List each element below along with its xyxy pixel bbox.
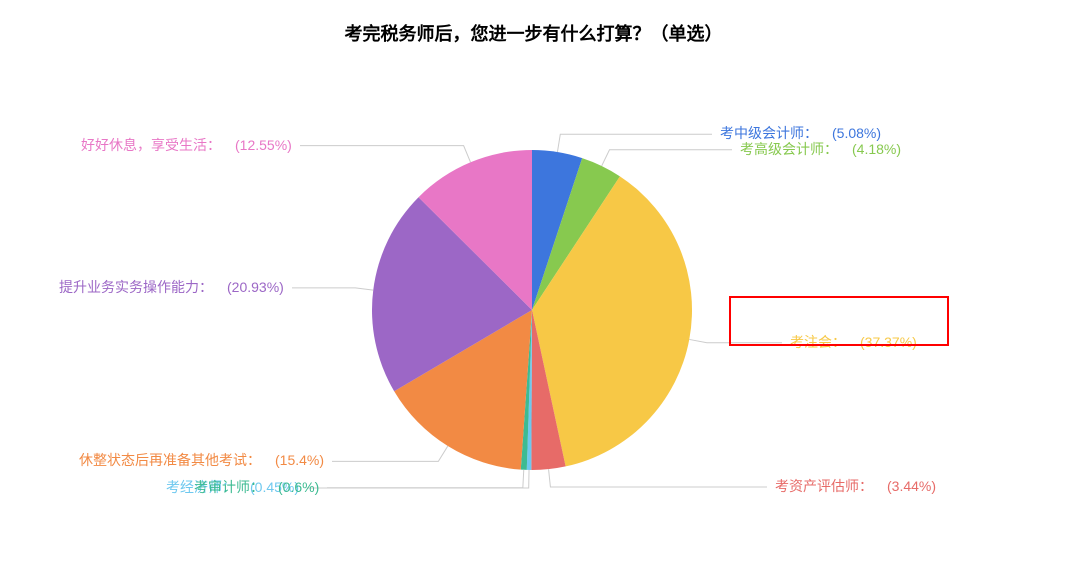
leader-line bbox=[327, 470, 524, 488]
leader-line bbox=[300, 146, 471, 163]
slice-label-percent: (3.44%) bbox=[887, 478, 936, 494]
slice-label-percent: (15.4%) bbox=[275, 452, 324, 468]
slice-label-percent: (12.55%) bbox=[235, 137, 292, 153]
slice-label: 考高级会计师： (4.18%) bbox=[740, 142, 901, 156]
slice-label-name: 考审计师： bbox=[194, 479, 264, 495]
slice-label: 提升业务实务操作能力： (20.93%) bbox=[59, 280, 284, 294]
slice-label-name: 考中级会计师： bbox=[720, 125, 818, 141]
leader-line bbox=[549, 469, 767, 487]
leader-line bbox=[602, 150, 732, 166]
slice-label: 休整状态后再准备其他考试： (15.4%) bbox=[79, 453, 324, 467]
slice-label-name: 休整状态后再准备其他考试： bbox=[79, 452, 261, 468]
slice-label: 考中级会计师： (5.08%) bbox=[720, 126, 881, 140]
slice-label-name: 提升业务实务操作能力： bbox=[59, 279, 213, 295]
slice-label: 考审计师： (0.6%) bbox=[194, 480, 319, 494]
highlight-box bbox=[729, 296, 949, 346]
slice-label-name: 考资产评估师： bbox=[775, 478, 873, 494]
slice-label: 考资产评估师： (3.44%) bbox=[775, 479, 936, 493]
leader-line bbox=[307, 470, 529, 488]
leader-line bbox=[292, 288, 373, 290]
slice-label-percent: (5.08%) bbox=[832, 125, 881, 141]
slice-label: 好好休息，享受生活： (12.55%) bbox=[81, 138, 292, 152]
slice-label-percent: (0.6%) bbox=[278, 479, 319, 495]
slice-label-percent: (4.18%) bbox=[852, 141, 901, 157]
slice-label-name: 好好休息，享受生活： bbox=[81, 137, 221, 153]
leader-line bbox=[332, 446, 448, 461]
slice-label-name: 考高级会计师： bbox=[740, 141, 838, 157]
slice-label-percent: (20.93%) bbox=[227, 279, 284, 295]
